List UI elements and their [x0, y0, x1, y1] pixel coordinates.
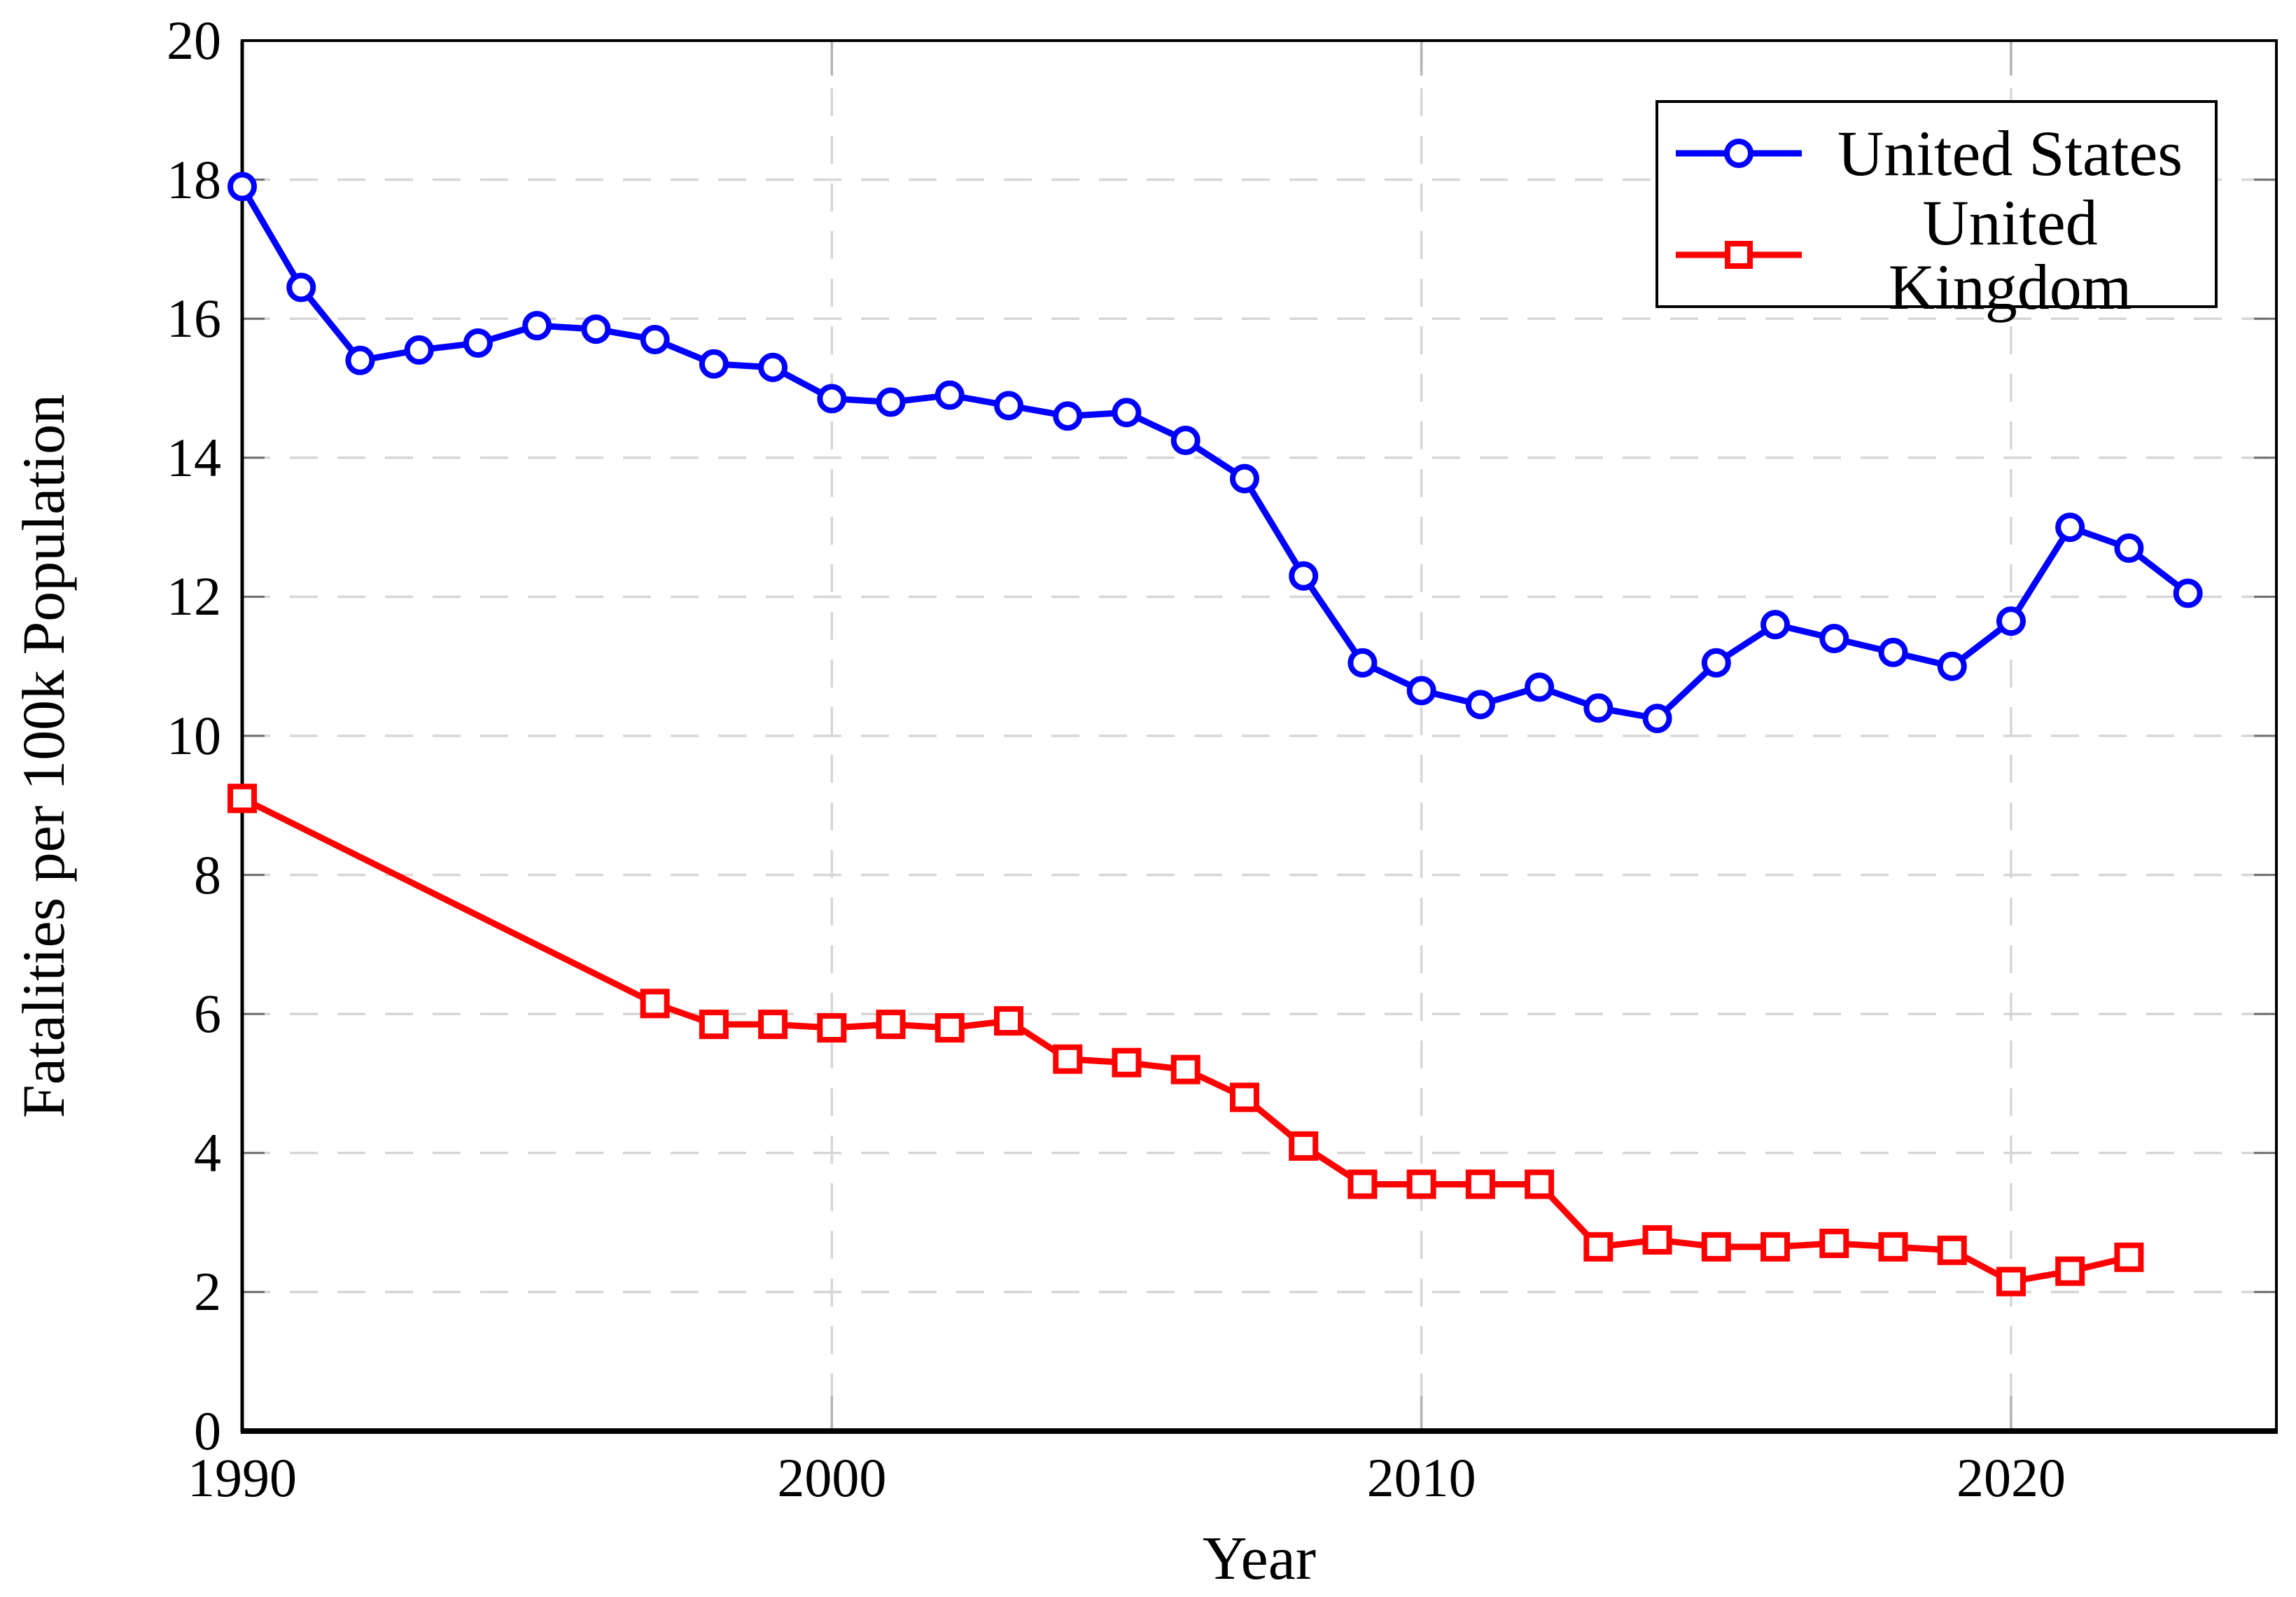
- data-point-marker: [1229, 463, 1259, 494]
- data-point-marker: [2055, 512, 2085, 543]
- data-point-marker: [1937, 651, 1967, 681]
- data-point-marker: [699, 1010, 729, 1040]
- data-point-marker: [817, 1013, 847, 1043]
- data-point-marker: [345, 345, 375, 375]
- data-point-marker: [876, 387, 906, 417]
- data-point-marker: [2114, 533, 2144, 563]
- data-point-marker: [876, 1010, 906, 1040]
- data-point-marker: [758, 1010, 788, 1040]
- uk-series-marker-icon: [1658, 230, 1819, 279]
- data-point-marker: [1819, 623, 1849, 653]
- data-point-marker: [994, 1006, 1024, 1036]
- data-point-marker: [1760, 1232, 1791, 1262]
- y-tick-label: 4: [194, 1122, 221, 1183]
- data-point-marker: [934, 1013, 965, 1043]
- x-axis-title: Year: [1202, 1525, 1317, 1593]
- data-point-marker: [522, 311, 552, 341]
- legend-entry-united-kingdom: United Kingdom: [1658, 190, 2215, 319]
- legend-entry-united-states: United States: [1658, 103, 2215, 204]
- data-point-marker: [581, 314, 611, 344]
- uk-series-line: [239, 795, 2132, 1285]
- data-point-marker: [286, 272, 316, 302]
- data-point-marker: [758, 352, 788, 382]
- y-tick-label: 14: [167, 426, 221, 488]
- data-point-marker: [2055, 1256, 2085, 1286]
- data-point-marker: [227, 783, 257, 814]
- data-point-marker: [1112, 1047, 1142, 1078]
- data-point-marker: [463, 328, 493, 358]
- data-point-marker: [1642, 1225, 1672, 1255]
- data-point-marker: [1996, 606, 2026, 636]
- y-axis-title: Fatalities per 100k Population: [10, 393, 77, 1119]
- data-point-marker: [1701, 648, 1731, 678]
- data-point-marker: [1937, 1235, 1967, 1265]
- y-tick-label: 16: [167, 288, 221, 349]
- y-tick-label: 6: [194, 983, 221, 1045]
- data-point-marker: [1878, 1232, 1908, 1262]
- legend-label-united-kingdom: United Kingdom: [1888, 186, 2132, 323]
- data-point-marker: [1525, 672, 1555, 702]
- y-tick-label: 20: [167, 10, 221, 71]
- data-point-marker: [1289, 1131, 1319, 1161]
- y-tick-label: 18: [167, 148, 221, 210]
- data-point-marker: [227, 172, 257, 202]
- data-point-marker: [640, 989, 670, 1019]
- data-point-marker: [1878, 637, 1908, 667]
- data-point-marker: [1465, 690, 1495, 720]
- data-point-marker: [1053, 1044, 1083, 1074]
- data-point-marker: [1525, 1169, 1555, 1199]
- x-tick-label: 2010: [1366, 1447, 1476, 1508]
- y-tick-label: 12: [167, 566, 221, 627]
- us-series-line: [239, 183, 2192, 722]
- data-point-marker: [2173, 578, 2203, 608]
- y-tick-label: 8: [194, 844, 221, 905]
- x-tick-label: 1990: [188, 1447, 297, 1508]
- y-tick-label: 10: [167, 705, 221, 766]
- legend: United States United Kingdom: [1656, 100, 2218, 319]
- data-point-marker: [1760, 610, 1791, 640]
- data-point-marker: [1996, 1267, 2026, 1297]
- data-point-marker: [1583, 1232, 1614, 1262]
- data-point-marker: [1170, 1054, 1200, 1085]
- data-point-marker: [640, 324, 670, 354]
- y-tick-label: 0: [194, 1400, 221, 1461]
- data-point-marker: [1406, 676, 1436, 706]
- x-tick-label: 2000: [777, 1447, 887, 1508]
- data-point-marker: [1819, 1228, 1849, 1258]
- data-point-marker: [1170, 425, 1200, 455]
- data-point-marker: [1348, 1169, 1378, 1199]
- data-point-marker: [1229, 1082, 1259, 1113]
- data-point-marker: [1053, 401, 1083, 431]
- data-point-marker: [1112, 398, 1142, 428]
- data-point-marker: [1642, 704, 1672, 734]
- data-point-marker: [1583, 693, 1614, 723]
- data-point-marker: [1465, 1169, 1495, 1199]
- x-tick-label: 2020: [1956, 1447, 2066, 1508]
- y-tick-label: 2: [194, 1261, 221, 1323]
- us-series-marker-icon: [1658, 129, 1819, 178]
- data-point-marker: [1348, 648, 1378, 678]
- data-point-marker: [1289, 561, 1319, 591]
- data-point-marker: [404, 335, 434, 365]
- data-point-marker: [934, 380, 965, 410]
- data-point-marker: [699, 349, 729, 379]
- data-point-marker: [817, 384, 847, 414]
- data-point-marker: [1701, 1232, 1731, 1262]
- legend-label-united-states: United States: [1837, 118, 2183, 190]
- data-point-marker: [994, 391, 1024, 421]
- data-point-marker: [1406, 1169, 1436, 1199]
- data-point-marker: [2114, 1242, 2144, 1272]
